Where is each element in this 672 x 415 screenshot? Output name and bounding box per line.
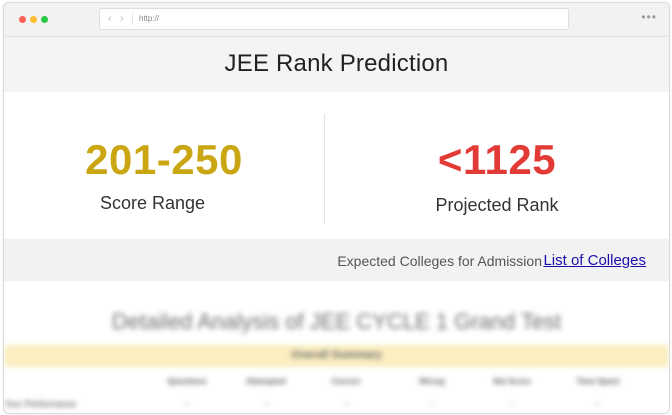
more-menu-icon[interactable]: ••• [641,10,657,24]
forward-arrow-icon[interactable]: › [120,13,124,25]
detailed-analysis-section: Detailed Analysis of JEE CYCLE 1 Grand T… [4,281,669,413]
projected-rank-label: Projected Rank [435,195,559,215]
minimize-window-button[interactable] [30,16,37,23]
expected-colleges-label: Expected Colleges for Admission [337,253,542,269]
overall-summary-title: Overall Summary [291,349,382,361]
close-window-button[interactable] [19,16,26,23]
table-cell: -- [595,399,601,408]
url-text[interactable]: http:// [139,14,160,23]
back-arrow-icon[interactable]: ‹ [108,13,112,25]
column-header: Correct [331,377,361,386]
url-separator [132,13,133,25]
table-cell: -- [429,399,435,408]
projected-rank-value: <1125 [437,136,557,183]
performance-row-label: Your Performance [4,399,77,409]
table-cell: -- [263,399,269,408]
browser-window: ‹ › http:// ••• JEE Rank Prediction 201-… [3,2,670,414]
list-of-colleges-link[interactable]: List of Colleges [543,252,646,269]
table-cell: -- [343,399,349,408]
table-cell: -- [184,399,190,408]
title-band: JEE Rank Prediction [4,37,669,92]
address-bar[interactable]: ‹ › http:// [99,8,569,30]
page-title: JEE Rank Prediction [224,50,449,77]
column-header: Wrong [419,377,445,386]
score-range-label: Score Range [99,193,206,213]
overall-summary-bar: Overall Summary [4,345,669,367]
column-header: Net Score [493,377,531,386]
column-header: Attempted [246,377,286,386]
prediction-panel: 201-250 Score Range <1125 Projected Rank [4,92,669,239]
browser-toolbar: ‹ › http:// ••• [4,3,669,37]
column-header: Time Spent [576,377,620,386]
colleges-band: Expected Colleges for Admission List of … [4,239,669,281]
analysis-title: Detailed Analysis of JEE CYCLE 1 Grand T… [111,309,562,334]
column-header: Questions [167,377,207,386]
score-range-value: 201-250 [85,136,243,183]
table-cell: -- [509,399,515,408]
maximize-window-button[interactable] [41,16,48,23]
panel-divider [324,114,325,224]
